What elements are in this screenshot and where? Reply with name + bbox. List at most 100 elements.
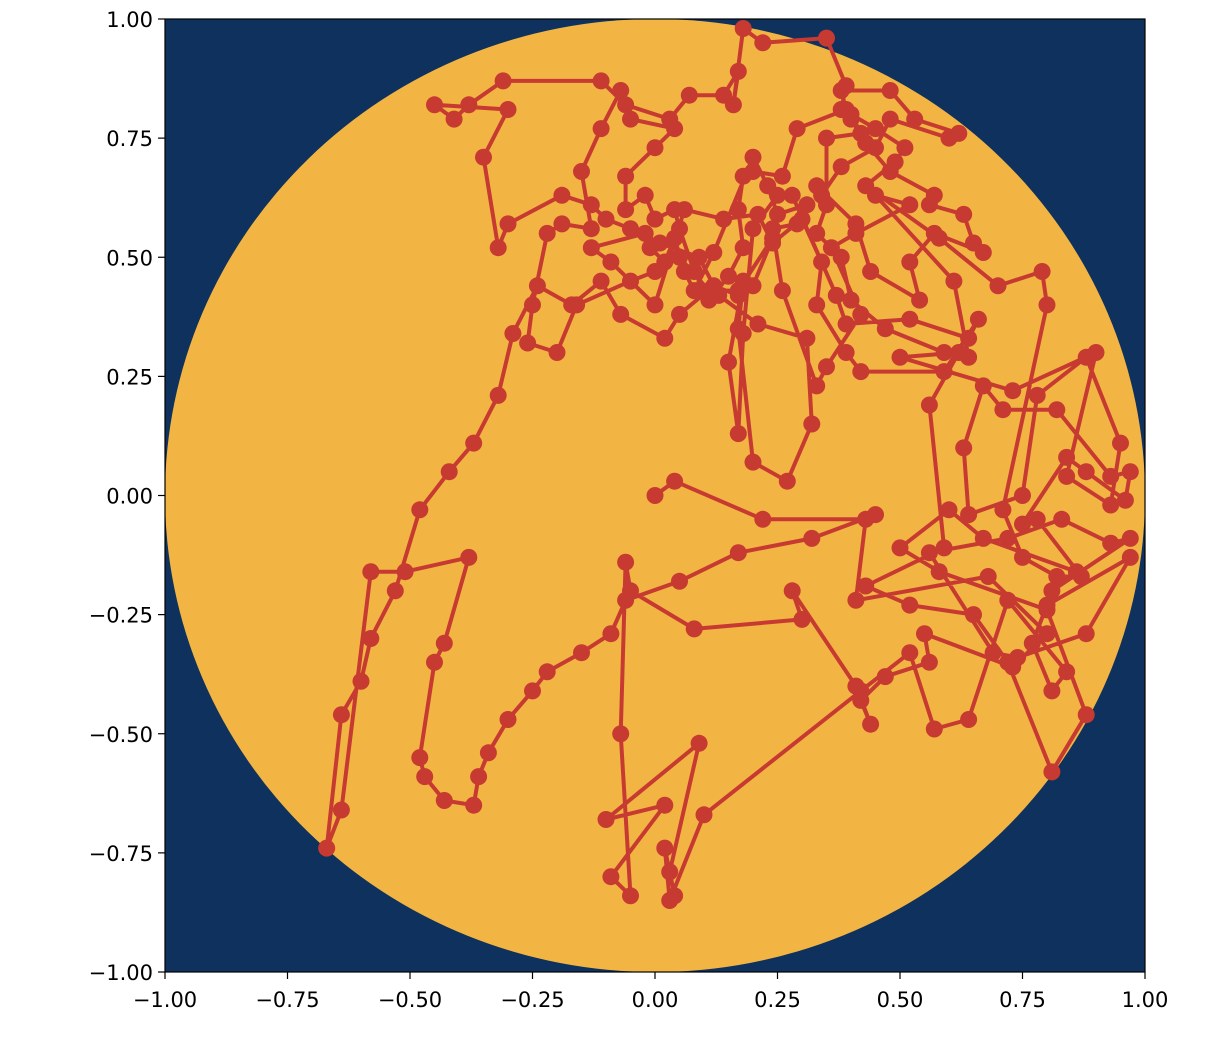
data-point	[475, 148, 492, 166]
data-point	[1053, 510, 1071, 528]
data-point	[651, 234, 669, 252]
data-point	[798, 196, 816, 214]
data-point	[891, 348, 909, 366]
data-point	[538, 224, 556, 242]
data-point	[969, 310, 987, 328]
data-point	[1121, 463, 1139, 481]
data-point	[671, 572, 688, 590]
data-point	[818, 129, 835, 147]
data-point	[813, 186, 831, 204]
data-point	[602, 625, 620, 643]
data-point	[729, 544, 747, 562]
data-point	[862, 715, 880, 733]
data-point	[808, 224, 826, 242]
data-point	[847, 591, 865, 609]
data-point	[984, 644, 1002, 662]
data-point	[901, 596, 919, 614]
data-point	[622, 272, 639, 290]
data-point	[960, 348, 978, 366]
data-point	[1116, 491, 1134, 509]
data-point	[764, 229, 782, 247]
data-point	[813, 253, 831, 271]
data-point	[818, 358, 835, 376]
data-point	[612, 305, 630, 323]
data-point	[1102, 467, 1120, 485]
data-point	[528, 277, 546, 295]
data-point	[720, 267, 737, 285]
data-point	[602, 868, 620, 886]
data-point	[808, 296, 826, 314]
data-point	[548, 344, 566, 361]
data-point	[744, 220, 762, 238]
data-point	[857, 577, 875, 595]
data-point	[1038, 296, 1056, 314]
y-tick-label: −0.50	[89, 723, 153, 747]
data-point	[999, 591, 1017, 609]
data-point	[685, 282, 703, 300]
data-point	[582, 196, 600, 214]
data-point	[636, 186, 654, 204]
data-point	[1043, 763, 1061, 781]
data-point	[617, 96, 635, 114]
data-point	[832, 158, 850, 176]
data-point	[411, 749, 429, 767]
data-point	[524, 682, 541, 700]
data-point	[479, 744, 497, 762]
data-point	[494, 72, 512, 90]
y-tick-label: 0.25	[106, 365, 153, 389]
data-point	[1077, 625, 1095, 643]
data-point	[734, 20, 752, 37]
data-point	[906, 110, 924, 128]
data-point	[994, 401, 1012, 419]
x-tick-label: −1.00	[133, 988, 197, 1012]
data-point	[867, 120, 884, 138]
data-point	[852, 682, 870, 700]
data-point	[867, 506, 884, 524]
data-point	[901, 644, 919, 662]
data-point	[749, 205, 767, 223]
data-point	[646, 139, 664, 157]
data-point	[352, 672, 370, 690]
data-point	[499, 711, 517, 728]
data-point	[426, 96, 443, 114]
data-point	[960, 329, 978, 347]
data-point	[974, 529, 992, 547]
data-point	[656, 329, 674, 347]
data-point	[822, 239, 840, 257]
data-point	[945, 272, 963, 290]
data-point	[1121, 548, 1139, 566]
data-point	[426, 653, 443, 671]
data-point	[1112, 434, 1129, 452]
data-point	[622, 887, 639, 905]
random-walk-series	[318, 20, 1139, 909]
data-point	[979, 568, 997, 585]
data-point	[1014, 548, 1031, 566]
data-point	[999, 653, 1017, 671]
data-point	[881, 82, 899, 99]
data-point	[999, 529, 1017, 547]
y-tick-label: 1.00	[106, 8, 153, 32]
data-point	[705, 277, 723, 295]
data-point	[862, 263, 880, 280]
data-point	[1058, 467, 1076, 485]
data-point	[1023, 634, 1041, 652]
data-point	[318, 839, 336, 857]
data-point	[798, 329, 816, 347]
x-tick-label: 0.75	[999, 988, 1046, 1012]
data-point	[955, 205, 973, 223]
data-point	[1038, 625, 1056, 643]
data-point	[563, 296, 581, 314]
data-point	[646, 296, 664, 314]
data-point	[974, 244, 992, 261]
data-point	[362, 563, 380, 581]
data-point	[1102, 496, 1120, 514]
data-point	[955, 439, 973, 457]
data-point	[783, 186, 801, 204]
data-point	[1038, 601, 1056, 619]
data-point	[729, 425, 747, 443]
data-point	[489, 386, 507, 404]
data-point	[671, 220, 688, 238]
data-point	[440, 463, 458, 481]
data-point	[685, 620, 703, 638]
data-point	[773, 167, 791, 185]
